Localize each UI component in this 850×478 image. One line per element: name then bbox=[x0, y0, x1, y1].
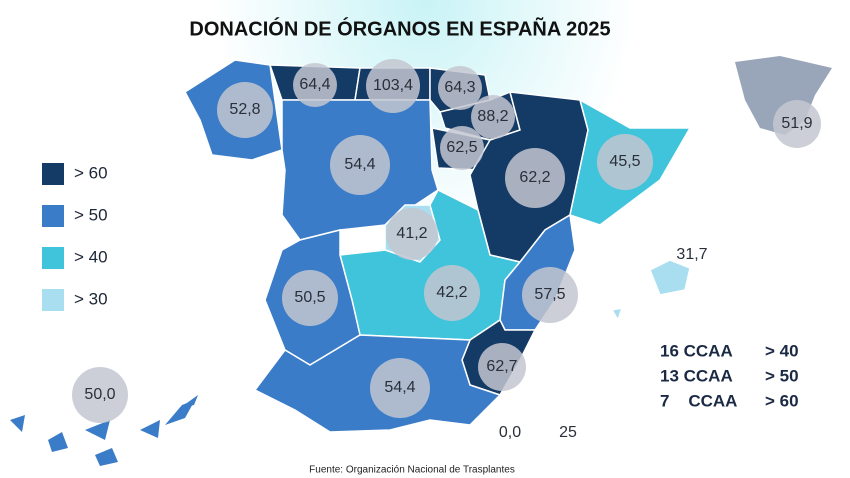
value-bubble bbox=[293, 63, 337, 107]
legend-label: > 50 bbox=[74, 205, 108, 224]
value-bubble bbox=[471, 95, 515, 139]
value-bubble bbox=[366, 59, 420, 113]
region-baleares-islet bbox=[610, 307, 624, 322]
legend-label: > 30 bbox=[74, 289, 108, 308]
legend-label: > 60 bbox=[74, 163, 108, 182]
region-value: 52,8 bbox=[229, 101, 260, 118]
value-bubble bbox=[773, 100, 821, 148]
summary-count: 13 CCAA bbox=[660, 366, 733, 385]
values: 52,8 64,4 103,4 64,388,262,5 54,4 62,2 45,5 41,… bbox=[72, 59, 821, 441]
region-value: 62,2 bbox=[519, 169, 550, 186]
legend-label: > 40 bbox=[74, 247, 108, 266]
region-value: 62,7 bbox=[486, 358, 517, 375]
region-value: 51,9 bbox=[781, 115, 812, 132]
source: Fuente: Organización Nacional de Traspla… bbox=[309, 465, 515, 476]
region-value: 64,3 bbox=[444, 79, 475, 96]
title: DONACIÓN DE ÓRGANOS EN ESPAÑA 2025 bbox=[189, 16, 610, 40]
summary-count: 7 CCAA bbox=[660, 391, 737, 410]
region-value: 50,5 bbox=[294, 289, 325, 306]
region-value: 31,7 bbox=[676, 246, 707, 263]
region-value: 62,5 bbox=[446, 139, 477, 156]
summary-threshold: > 60 bbox=[765, 391, 799, 410]
region-value: 88,2 bbox=[477, 108, 508, 125]
region-value: 103,4 bbox=[373, 77, 413, 94]
region-value: 57,5 bbox=[534, 286, 565, 303]
region-value: 41,2 bbox=[396, 225, 427, 242]
value-bubble bbox=[597, 134, 653, 190]
region-value: 25 bbox=[559, 424, 577, 441]
summary-threshold: > 50 bbox=[765, 366, 799, 385]
region-canarias bbox=[10, 395, 198, 466]
value-bubble bbox=[72, 367, 128, 423]
region-baleares bbox=[649, 259, 691, 296]
summary-threshold: > 40 bbox=[765, 341, 799, 360]
value-bubble bbox=[370, 358, 430, 418]
value-bubble bbox=[386, 208, 438, 260]
legend-swatch bbox=[42, 205, 64, 227]
legend-swatch bbox=[42, 163, 64, 185]
value-bubble bbox=[438, 66, 482, 110]
region-value: 64,4 bbox=[299, 76, 330, 93]
legend-swatch bbox=[42, 247, 64, 269]
region-value: 0,0 bbox=[499, 424, 521, 441]
region-value: 54,4 bbox=[384, 379, 415, 396]
region-value: 54,4 bbox=[344, 156, 375, 173]
legend-swatch bbox=[42, 289, 64, 311]
legend: > 60 > 50 > 40 > 30 bbox=[42, 163, 108, 311]
value-bubble bbox=[282, 270, 338, 326]
inset-spain bbox=[735, 56, 832, 135]
summary: 16 CCAA > 40 13 CCAA > 50 7 CCAA > 60 bbox=[660, 341, 799, 410]
value-bubble bbox=[522, 267, 578, 323]
value-bubble bbox=[478, 343, 526, 391]
summary-count: 16 CCAA bbox=[660, 341, 733, 360]
value-bubble bbox=[440, 126, 484, 170]
value-bubble bbox=[217, 82, 273, 138]
region-value: 45,5 bbox=[609, 153, 640, 170]
region-value: 50,0 bbox=[84, 386, 115, 403]
region-value: 42,2 bbox=[436, 284, 467, 301]
value-bubble bbox=[330, 135, 390, 195]
value-bubble bbox=[505, 148, 565, 208]
value-bubble bbox=[424, 265, 480, 321]
